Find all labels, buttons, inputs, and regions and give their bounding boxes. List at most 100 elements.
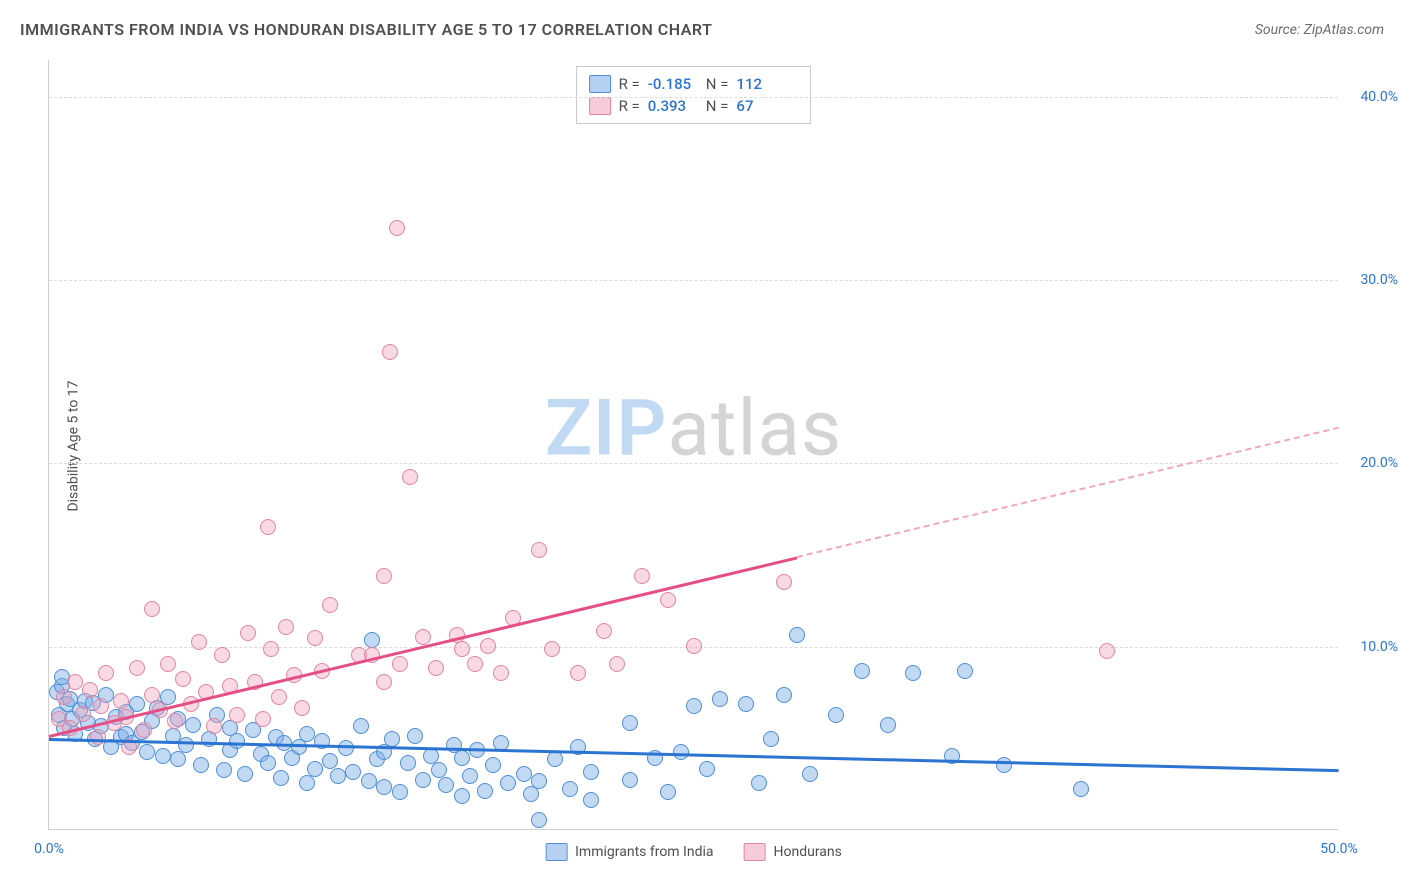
data-point [178,737,194,753]
data-point [583,764,599,780]
scatter-plot: ZIPatlas R = -0.185 N = 112 R = 0.393 N … [48,60,1338,830]
data-point [345,764,361,780]
data-point [376,779,392,795]
data-point [547,751,563,767]
data-point [364,632,380,648]
y-tick-label: 10.0% [1343,639,1398,655]
data-point [139,744,155,760]
data-point [583,792,599,808]
watermark-atlas: atlas [668,384,843,475]
data-point [1099,643,1115,659]
data-point [609,656,625,672]
r-label: R = [619,95,640,117]
data-point [263,641,279,657]
r-value: 0.393 [648,95,698,117]
watermark-zip: ZIP [545,384,668,475]
swatch-pink-icon [589,97,611,115]
x-tick-label: 0.0% [34,841,64,857]
data-point [294,700,310,716]
data-point [1073,781,1089,797]
data-point [402,469,418,485]
r-value: -0.185 [648,73,698,95]
correlation-legend: R = -0.185 N = 112 R = 0.393 N = 67 [576,66,812,124]
data-point [330,768,346,784]
data-point [185,717,201,733]
data-point [477,783,493,799]
data-point [531,542,547,558]
data-point [438,777,454,793]
data-point [322,753,338,769]
data-point [415,772,431,788]
data-point [136,722,152,738]
data-point [789,627,805,643]
data-point [622,715,638,731]
trend-line [797,427,1339,558]
data-point [170,751,186,767]
data-point [376,568,392,584]
data-point [570,665,586,681]
data-point [67,674,83,690]
data-point [454,750,470,766]
n-label: N = [706,95,729,117]
data-point [712,691,728,707]
data-point [828,707,844,723]
data-point [431,762,447,778]
data-point [467,656,483,672]
swatch-blue-icon [589,75,611,93]
data-point [400,755,416,771]
data-point [957,663,973,679]
data-point [160,656,176,672]
n-value: 67 [736,95,786,117]
data-point [485,757,501,773]
data-point [175,671,191,687]
swatch-pink-icon [744,843,766,861]
data-point [854,663,870,679]
data-point [738,696,754,712]
data-point [193,757,209,773]
data-point [531,773,547,789]
data-point [155,748,171,764]
gridline [49,463,1338,464]
data-point [905,665,921,681]
gridline [49,97,1338,98]
data-point [214,647,230,663]
data-point [307,761,323,777]
data-point [699,761,715,777]
data-point [493,665,509,681]
data-point [686,638,702,654]
gridline [49,280,1338,281]
data-point [776,687,792,703]
data-point [240,625,256,641]
data-point [82,682,98,698]
data-point [544,641,560,657]
data-point [454,788,470,804]
data-point [596,623,612,639]
data-point [389,220,405,236]
data-point [660,784,676,800]
data-point [144,601,160,617]
data-point [880,717,896,733]
data-point [260,755,276,771]
data-point [392,784,408,800]
data-point [260,519,276,535]
data-point [322,597,338,613]
n-label: N = [706,73,729,95]
data-point [93,698,109,714]
legend-item-honduran: Hondurans [744,843,842,861]
legend-row-honduran: R = 0.393 N = 67 [589,95,787,117]
data-point [776,574,792,590]
y-tick-label: 20.0% [1343,455,1398,471]
data-point [299,775,315,791]
data-point [278,619,294,635]
data-point [98,665,114,681]
data-point [113,693,129,709]
data-point [480,638,496,654]
r-label: R = [619,73,640,95]
data-point [802,766,818,782]
data-point [751,775,767,791]
data-point [299,726,315,742]
legend-item-india: Immigrants from India [545,843,713,861]
data-point [562,781,578,797]
data-point [75,706,91,722]
chart-title: IMMIGRANTS FROM INDIA VS HONDURAN DISABI… [20,20,712,39]
